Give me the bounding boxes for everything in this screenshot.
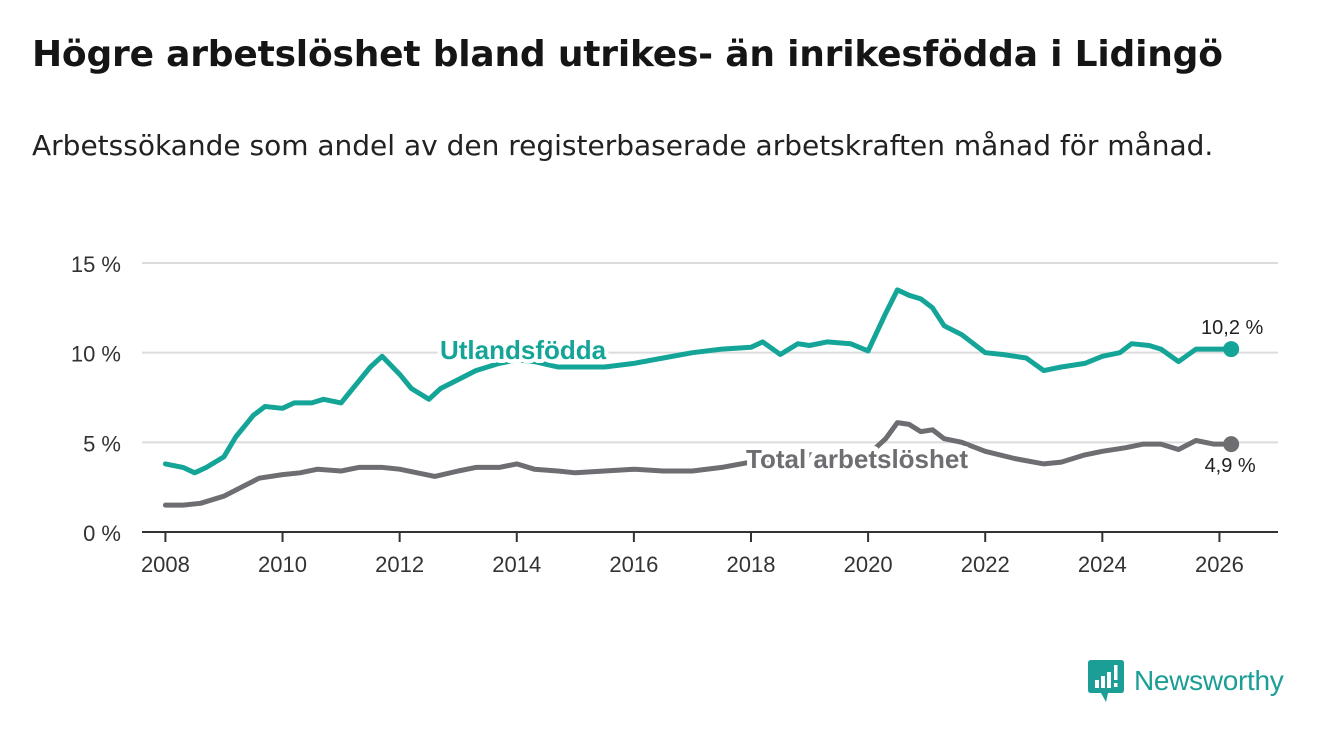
x-tick-label: 2012: [375, 552, 424, 577]
axes: 0 % 5 % 10 % 15 % 2008 2010 2012 2014 2016 2018 20…: [71, 252, 1278, 577]
y-tick-label: 5 %: [83, 431, 121, 456]
series-label-utlandsfodda: Utlandsfödda: [440, 335, 607, 365]
newsworthy-logo-text: Newsworthy: [1134, 665, 1284, 696]
x-tick-label: 2026: [1195, 552, 1244, 577]
x-tick-label: 2016: [609, 552, 658, 577]
newsworthy-logo: Newsworthy: [1088, 660, 1284, 702]
x-tick-label: 2022: [961, 552, 1010, 577]
end-point-utlandsfodda: [1223, 341, 1240, 358]
x-tick-label: 2008: [141, 552, 190, 577]
y-tick-label: 15 %: [71, 252, 121, 277]
chart-title: Högre arbetslöshet bland utrikes- än inr…: [32, 34, 1223, 75]
end-value-label-utlandsfodda: 10,2 %: [1201, 317, 1263, 339]
y-tick-label: 10 %: [71, 342, 121, 367]
x-tick-label: 2024: [1078, 552, 1127, 577]
end-value-label-total: 4,9 %: [1205, 455, 1256, 477]
newsworthy-logo-icon: [1088, 660, 1124, 702]
y-tick-label: 0 %: [83, 521, 121, 546]
end-point-total: [1223, 436, 1240, 453]
series-lines: [162, 287, 1240, 508]
series-line-total: [162, 420, 1234, 508]
x-tick-label: 2020: [844, 552, 893, 577]
series-labels: Utlandsfödda Total arbetslöshet 10,2 % 4,9 …: [436, 317, 1264, 479]
x-tick-label: 2014: [492, 552, 541, 577]
x-tick-label: 2018: [727, 552, 776, 577]
chart-subtitle: Arbetssökande som andel av den registerb…: [32, 129, 1214, 162]
x-tick-label: 2010: [258, 552, 307, 577]
series-line-utlandsfodda: [162, 287, 1234, 476]
series-label-total: Total arbetslöshet: [746, 444, 968, 474]
